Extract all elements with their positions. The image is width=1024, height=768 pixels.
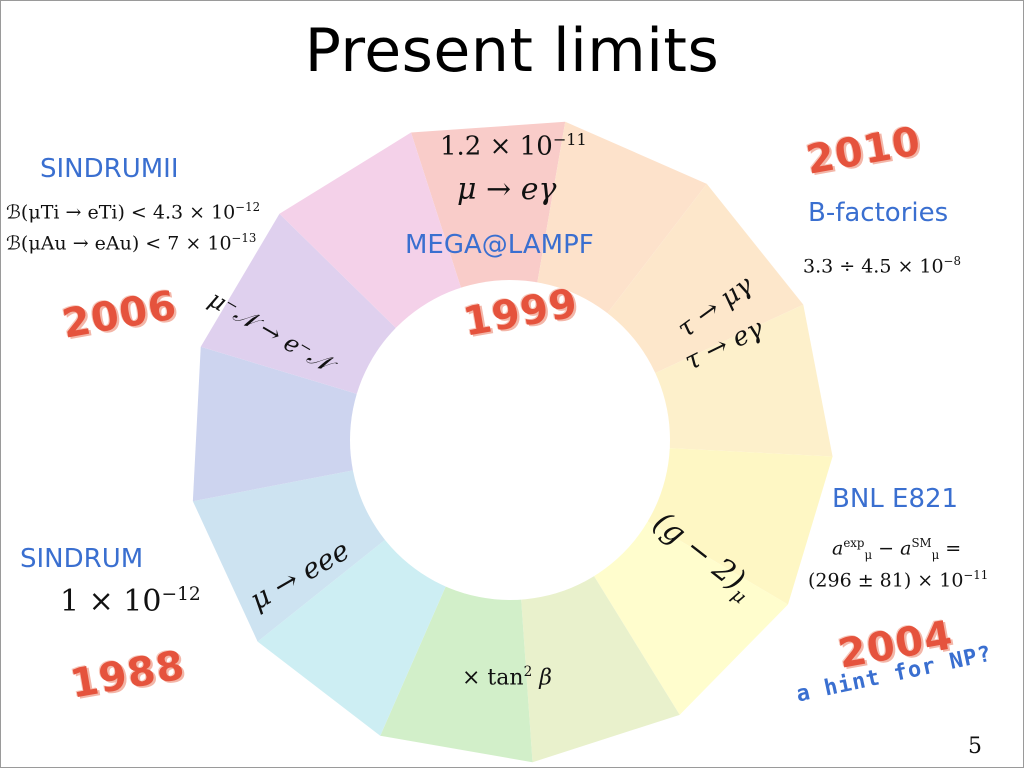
experiment-sindrum: SINDRUM [20, 544, 144, 574]
limit-sindrum: 1 × 10−12 [60, 584, 201, 619]
limit-bnl-line2: (296 ± 81) × 10−11 [808, 568, 989, 592]
limit-sindrumii-ti: ℬ(μTi → eTi) < 4.3 × 10−12 [6, 200, 261, 224]
wheel-segment [192, 470, 385, 642]
limit-sindrumii-au: ℬ(μAu → eAu) < 7 × 10−13 [6, 231, 257, 255]
wheel-center [350, 280, 670, 600]
wheel-segment [411, 121, 566, 288]
limit-bnl-line1: aexpμ − aSMμ = [832, 536, 962, 563]
wheel-segment [192, 346, 357, 502]
process-tan-beta: × tan2 β [462, 664, 552, 691]
wheel-segment [257, 539, 446, 736]
wheel-segment [279, 132, 461, 328]
limit-mega: 1.2 × 10−11 [440, 130, 587, 162]
wheel-segment [521, 576, 680, 763]
experiment-bnl: BNL E821 [832, 484, 959, 514]
wheel-segment [594, 521, 788, 715]
process-mu-e-gamma: μ → eγ [457, 172, 557, 207]
experiment-sindrumii: SINDRUMII [40, 154, 179, 184]
slide-title: Present limits [304, 16, 720, 86]
experiment-mega: MEGA@LAMPF [405, 230, 594, 260]
wheel-segment [200, 213, 396, 394]
wheel-segment [647, 448, 833, 605]
wheel-segment [537, 121, 707, 314]
wheel-segment [380, 586, 533, 763]
experiment-bfactories: B-factories [808, 198, 949, 228]
limit-bfactories: 3.3 ÷ 4.5 × 10−8 [803, 254, 961, 278]
wheel-segment [607, 183, 804, 373]
wheel-segment [655, 304, 833, 457]
page-number: 5 [968, 734, 982, 759]
